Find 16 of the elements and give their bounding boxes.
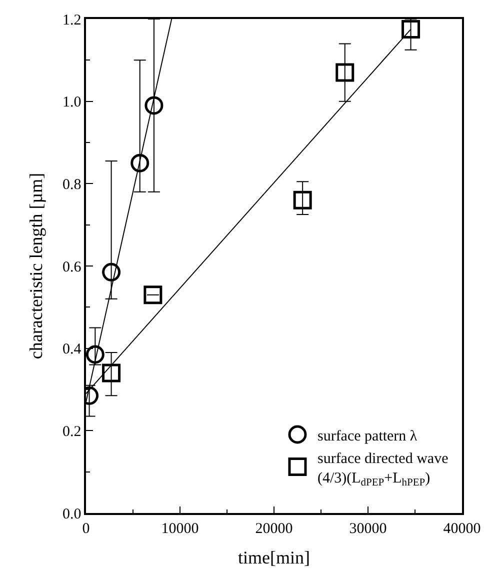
legend-label: surface pattern λ xyxy=(317,428,418,444)
x-tick-label: 20000 xyxy=(255,520,293,537)
x-tick-label: 30000 xyxy=(349,520,387,537)
y-tick-label: 1.0 xyxy=(62,94,82,111)
x-tick-label: 10000 xyxy=(161,520,199,537)
y-tick-label: 0.8 xyxy=(62,176,82,193)
x-tick-label: 0 xyxy=(82,520,90,537)
y-tick-label: 0.2 xyxy=(62,424,82,440)
y-tick-label: 0.0 xyxy=(62,506,82,522)
y-axis-title: characteristic length [µm] xyxy=(26,172,46,360)
y-tick-label: 0.4 xyxy=(62,342,82,358)
legend-label: surface directed wave (4/3)(L$_{dPEP}$+L$_{hPEP}$) xyxy=(317,450,449,488)
x-tick-label: 40000 xyxy=(443,520,481,537)
y-tick-label: 0.6 xyxy=(62,259,82,276)
y-tick-label: 1.2 xyxy=(62,12,82,28)
x-axis-title: time[min] xyxy=(238,547,310,568)
